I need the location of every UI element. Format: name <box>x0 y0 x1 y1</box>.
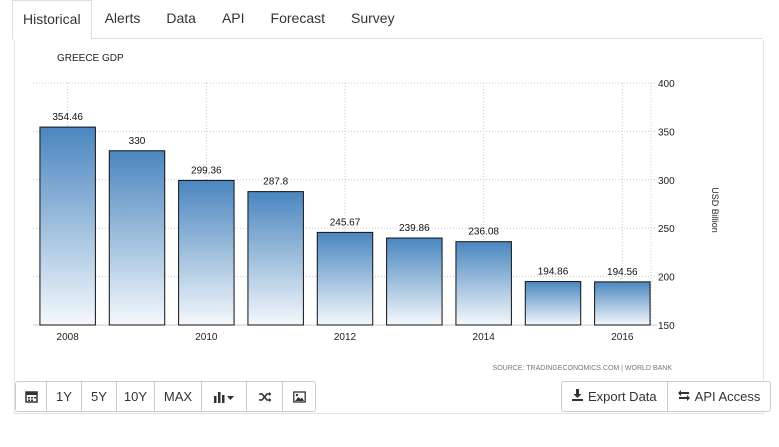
x-tick-label: 2012 <box>334 332 357 343</box>
shuffle-icon <box>258 391 271 402</box>
bar-value-label: 354.46 <box>52 112 83 123</box>
compare-button[interactable] <box>246 381 283 412</box>
export-data-button[interactable]: Export Data <box>561 381 668 412</box>
y-tick-label: 250 <box>658 224 675 235</box>
image-button[interactable] <box>282 381 316 412</box>
bar-chart-icon <box>214 391 234 403</box>
x-tick-label: 2008 <box>57 332 80 343</box>
range-1y-button[interactable]: 1Y <box>46 381 82 412</box>
bar-2010 <box>178 179 235 326</box>
download-icon <box>572 389 583 404</box>
x-tick-label: 2016 <box>611 332 634 343</box>
y-tick-label: 400 <box>658 79 675 90</box>
bar-value-label: 194.86 <box>538 267 569 278</box>
bar-2008 <box>39 126 96 326</box>
tab-api[interactable]: API <box>221 10 245 26</box>
gdp-bar-chart: 150 200 250 300 350 400 2008 2010 2012 2014 2016 35… <box>33 53 720 372</box>
tab-survey[interactable]: Survey <box>351 10 395 26</box>
tab-forecast[interactable]: Forecast <box>270 10 325 26</box>
tab-alerts[interactable]: Alerts <box>104 10 141 26</box>
exchange-icon <box>677 389 690 404</box>
tab-bar: Historical Alerts Data API Forecast Surv… <box>12 0 762 40</box>
bar-2013 <box>386 237 443 326</box>
tab-data[interactable]: Data <box>166 10 196 26</box>
bar-value-label: 330 <box>129 136 146 147</box>
export-data-label: Export Data <box>588 389 657 404</box>
y-tick-label: 350 <box>658 127 675 138</box>
chart-panel: 150 200 250 300 350 400 2008 2010 2012 2014 2016 35… <box>14 40 764 414</box>
y-tick-label: 200 <box>658 273 675 284</box>
x-tick-label: 2014 <box>473 332 496 343</box>
x-tick-label: 2010 <box>195 332 218 343</box>
api-access-label: API Access <box>694 389 761 404</box>
y-tick-label: 150 <box>658 321 675 332</box>
bar-2015 <box>524 281 582 326</box>
chart-source: SOURCE: TRADINGECONOMICS.COM | WORLD BAN… <box>493 365 673 372</box>
y-axis-label: USD Billion <box>710 187 720 233</box>
bar-2011 <box>247 191 304 326</box>
image-icon <box>292 390 306 403</box>
bar-value-label: 287.8 <box>263 177 288 188</box>
calendar-button[interactable] <box>15 381 47 412</box>
bar-2014 <box>455 241 512 326</box>
chart-toolbar: 1Y 5Y 10Y MAX <box>15 381 316 412</box>
bar-value-label: 245.67 <box>330 217 361 228</box>
bar-value-label: 239.86 <box>399 223 430 234</box>
y-tick-label: 300 <box>658 176 675 187</box>
chart-type-dropdown[interactable] <box>201 381 247 412</box>
bar-2009 <box>108 150 166 326</box>
range-max-button[interactable]: MAX <box>154 381 202 412</box>
range-10y-button[interactable]: 10Y <box>116 381 155 412</box>
bar-value-label: 299.36 <box>191 165 222 176</box>
bar-value-label: 236.08 <box>468 227 499 238</box>
range-5y-button[interactable]: 5Y <box>81 381 117 412</box>
bar-value-label: 194.56 <box>607 267 638 278</box>
calendar-icon <box>24 391 38 403</box>
tab-historical[interactable]: Historical <box>12 0 92 40</box>
api-access-button[interactable]: API Access <box>666 381 772 412</box>
bar-2016 <box>594 281 651 326</box>
chart-title: GREECE GDP <box>57 53 124 64</box>
export-toolbar: Export Data API Access <box>561 381 772 412</box>
bar-2012 <box>316 231 374 326</box>
caret-down-icon <box>227 395 234 400</box>
